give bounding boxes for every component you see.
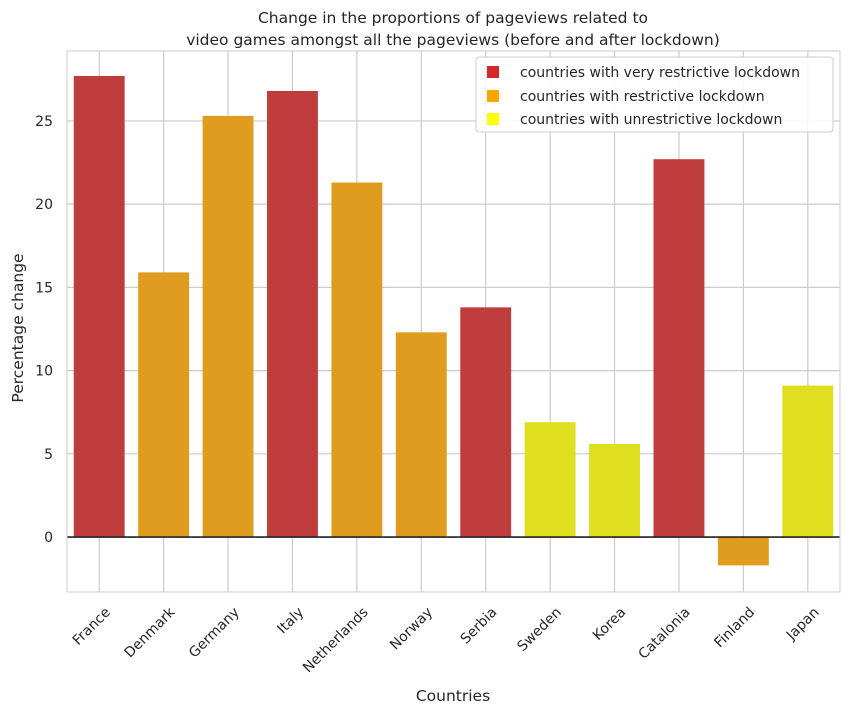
y-tick-label: 10 [35,364,53,380]
x-tick-label-korea: Korea [590,604,629,643]
y-tick-label: 25 [35,114,53,130]
x-tick-label-italy: Italy [274,604,307,637]
legend-label-very-restrictive: countries with very restrictive lockdown [520,65,800,81]
x-tick-label-norway: Norway [387,604,436,653]
bar-denmark [138,272,190,538]
x-tick-label-germany: Germany [186,604,243,661]
plot-frame [66,50,841,593]
bar-netherlands [331,182,383,538]
bar-korea [589,443,640,538]
x-tick-label-catalonia: Catalonia [636,604,694,662]
bar-norway [395,332,447,538]
bars [73,75,834,566]
x-tick-label-france: France [70,604,114,648]
y-tick-label: 5 [44,447,53,463]
legend-swatch-unrestrictive [487,113,499,125]
bar-serbia [460,307,512,538]
y-tick-label: 15 [35,280,53,296]
x-tick-label-netherlands: Netherlands [300,604,372,676]
bar-finland [717,537,769,566]
y-tick-label: 20 [35,197,53,213]
legend-frame [475,56,834,133]
legend-label-unrestrictive: countries with unrestrictive lockdown [520,112,782,128]
legend: countries with very restrictive lockdown… [475,56,834,133]
bar-france [73,75,125,538]
x-tick-label-japan: Japan [783,604,823,644]
y-axis-label: Percentage change [9,253,27,402]
bar-catalonia [653,159,705,538]
bar-sweden [524,422,576,538]
bar-japan [782,385,834,538]
y-tick-label: 0 [44,530,53,546]
x-tick-label-finland: Finland [711,604,758,651]
x-tick-label-denmark: Denmark [122,604,179,661]
chart-title-line-2: video games amongst all the pageviews (b… [186,31,720,49]
chart-title-line-1: Change in the proportions of pageviews r… [258,9,648,27]
legend-swatch-very-restrictive [487,66,499,78]
legend-label-restrictive: countries with restrictive lockdown [520,89,765,105]
x-axis-label: Countries [416,687,490,705]
x-tick-label-sweden: Sweden [514,604,564,654]
x-tick-label-serbia: Serbia [458,604,501,647]
bar-germany [202,115,254,538]
legend-swatch-restrictive [487,90,499,102]
y-ticks: 0 5 10 15 20 25 [35,114,53,546]
bar-italy [267,90,318,538]
